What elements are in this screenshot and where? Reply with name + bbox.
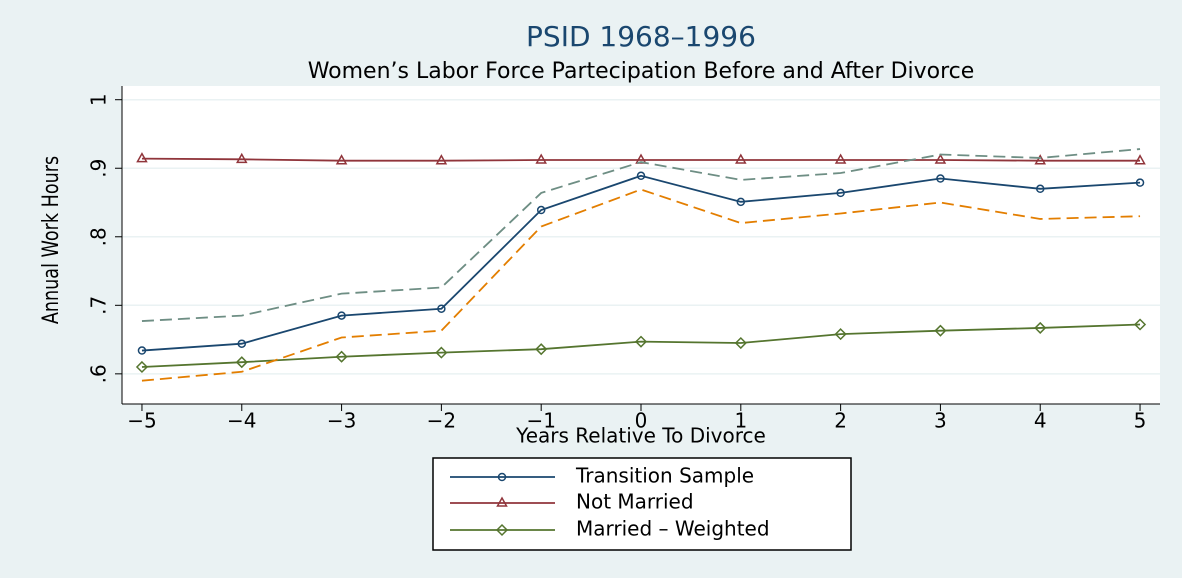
x-tick-label: 4 [1034,409,1047,433]
marker [834,328,847,341]
marker [1034,321,1047,334]
legend-label: Transition Sample [575,464,754,488]
marker [936,174,945,183]
marker [135,360,149,374]
x-tick-label: −2 [427,409,456,433]
marker [237,339,247,348]
marker [497,472,507,482]
legend-label: Married – Weighted [576,517,770,541]
y-axis-label: Annual Work Hours [38,156,63,324]
ci-line [141,148,1141,322]
marker [235,356,248,369]
marker [435,154,448,165]
marker [1135,178,1145,187]
marker [435,346,448,359]
marker [535,343,548,356]
marker [137,346,147,355]
series-line [141,157,1141,162]
marker [235,152,248,164]
chart-title: PSID 1968–1996 [526,20,756,53]
marker [934,324,947,337]
y-tick-label: .6 [87,364,111,383]
marker [337,311,346,320]
x-tick-label: 1 [734,409,747,433]
x-axis-label: Years Relative To Divorce [515,424,766,448]
x-tick-label: −5 [127,409,156,433]
marker [495,523,509,537]
y-tick-label: .8 [87,227,111,246]
y-tick-label: 1 [87,93,111,106]
x-tick-label: 2 [834,409,847,433]
marker [734,336,747,350]
marker [1133,318,1147,331]
plot-area [122,86,1160,404]
marker [335,154,348,165]
y-tick-label: .7 [87,296,111,315]
x-tick-label: −3 [327,409,356,433]
legend-label: Not Married [576,490,694,514]
y-tick-label: .9 [87,159,111,178]
marker [934,153,947,164]
marker [1134,154,1146,165]
x-tick-label: 3 [934,409,947,433]
chart-subtitle: Women’s Labor Force Partecipation Before… [308,59,975,84]
marker [1034,154,1047,165]
marker [836,188,845,198]
marker [736,197,746,207]
marker [437,304,446,313]
marker [335,350,348,363]
marker [735,153,747,164]
series-line [141,174,1141,352]
marker [634,335,648,348]
ci-line [141,188,1141,382]
x-tick-label: 5 [1134,409,1147,433]
x-tick-label: −1 [526,409,555,433]
x-tick-label: −4 [227,409,256,433]
series-line [141,323,1141,368]
marker [535,153,547,164]
marker [1035,184,1045,194]
marker [496,496,508,507]
marker [635,153,647,164]
marker [536,205,546,215]
marker [136,152,148,163]
marker [636,171,646,181]
x-tick-label: 0 [635,409,648,433]
marker [834,153,847,164]
